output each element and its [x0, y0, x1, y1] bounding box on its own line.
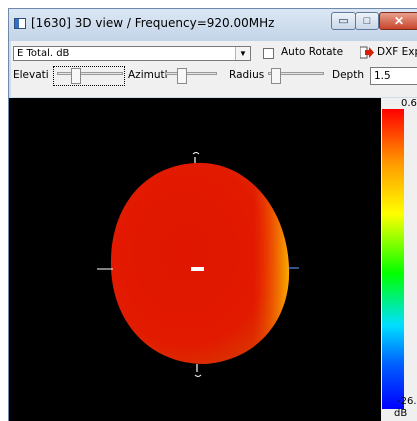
- depth-label: Depth: [332, 69, 364, 81]
- radius-slider-track[interactable]: [268, 72, 324, 75]
- minimize-button[interactable]: ▭: [331, 12, 356, 30]
- app-icon[interactable]: [14, 18, 26, 29]
- azimuth-slider-track[interactable]: [165, 72, 217, 75]
- maximize-button[interactable]: □: [355, 12, 379, 30]
- azimuth-slider-thumb[interactable]: [177, 68, 187, 84]
- radius-label: Radius: [229, 69, 265, 81]
- app-window: [1630] 3D view / Frequency=920.00MHz ▭ □…: [8, 8, 417, 421]
- radiation-lobe-rim: [110, 162, 290, 364]
- elevation-slider-track[interactable]: [57, 72, 123, 75]
- quantity-dropdown[interactable]: E Total. dB ▼: [13, 46, 251, 61]
- chevron-down-icon[interactable]: ▼: [235, 47, 250, 60]
- auto-rotate-checkbox[interactable]: [263, 48, 274, 59]
- depth-input[interactable]: 1.5: [370, 67, 417, 85]
- title-bar[interactable]: [1630] 3D view / Frequency=920.00MHz ▭ □…: [9, 9, 417, 41]
- azimuth-label: Azimutl: [128, 69, 168, 81]
- scale-unit-label: dB: [394, 408, 408, 419]
- scale-min-label: -26.80: [397, 396, 417, 407]
- elevation-label: Elevati: [13, 69, 49, 81]
- rotate-handle-bottom: [194, 374, 202, 377]
- color-scale-bar: [382, 109, 404, 409]
- elevation-focus-rect: [53, 66, 125, 86]
- red-arrow-icon[interactable]: [360, 46, 374, 59]
- toolbar: E Total. dB ▼ Auto Rotate DXF Expo Eleva…: [11, 41, 417, 97]
- color-scale-panel: 0.60 -26.80 dB: [381, 98, 417, 421]
- elevation-slider-thumb[interactable]: [71, 68, 81, 84]
- 3d-viewport[interactable]: [9, 98, 381, 421]
- radiation-pattern-canvas[interactable]: [9, 98, 381, 421]
- rotate-handle-top: [192, 152, 200, 155]
- scale-max-label: 0.60: [401, 98, 417, 109]
- dxf-export-button[interactable]: DXF Expo: [377, 46, 417, 58]
- auto-rotate-label: Auto Rotate: [281, 46, 344, 58]
- window-title: [1630] 3D view / Frequency=920.00MHz: [31, 16, 275, 30]
- close-button[interactable]: ✕: [379, 12, 417, 30]
- quantity-dropdown-value: E Total. dB: [17, 48, 70, 59]
- radius-slider-thumb[interactable]: [271, 68, 281, 84]
- center-marker: [191, 267, 204, 271]
